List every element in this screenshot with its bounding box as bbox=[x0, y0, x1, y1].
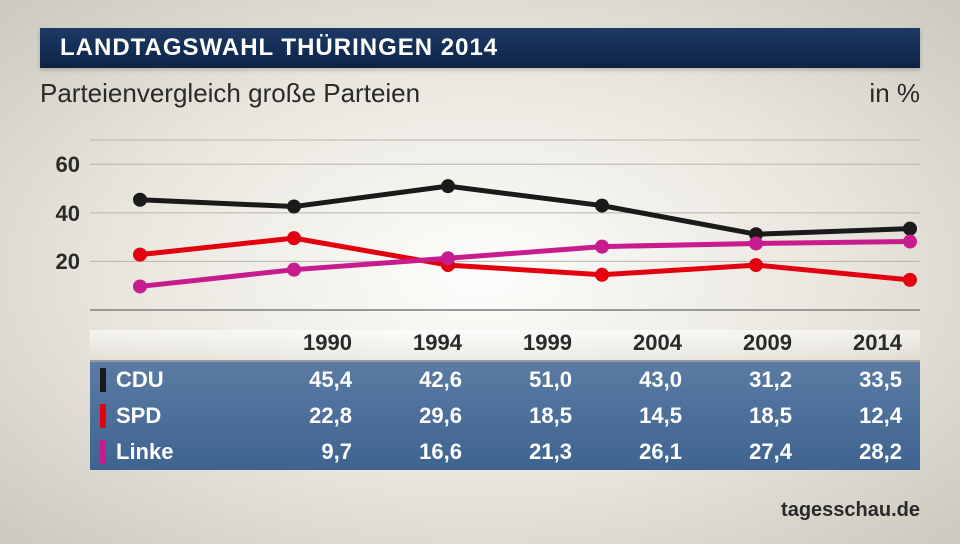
table-row: Linke 9,716,621,326,127,428,2 bbox=[90, 434, 920, 470]
value-cell: 9,7 bbox=[260, 439, 370, 465]
value-cell: 31,2 bbox=[700, 367, 810, 393]
value-cell: 42,6 bbox=[370, 367, 480, 393]
value-cell: 22,8 bbox=[260, 403, 370, 429]
value-cell: 33,5 bbox=[810, 367, 920, 393]
value-cell: 18,5 bbox=[480, 403, 590, 429]
value-cell: 45,4 bbox=[260, 367, 370, 393]
table-row: SPD22,829,618,514,518,512,4 bbox=[90, 398, 920, 434]
y-tick-label: 40 bbox=[40, 201, 80, 227]
unit-label: in % bbox=[869, 78, 920, 109]
value-cell: 12,4 bbox=[810, 403, 920, 429]
table-header-year: 2004 bbox=[590, 330, 700, 356]
value-cell: 26,1 bbox=[590, 439, 700, 465]
party-color-bar bbox=[100, 404, 106, 428]
value-cell: 43,0 bbox=[590, 367, 700, 393]
source-label: tagesschau.de bbox=[781, 499, 920, 522]
table-header-year: 1994 bbox=[370, 330, 480, 356]
title-bar: LANDTAGSWAHL THÜRINGEN 2014 bbox=[40, 28, 920, 68]
value-cell: 51,0 bbox=[480, 367, 590, 393]
table-header-year: 1999 bbox=[480, 330, 590, 356]
party-cell: SPD bbox=[90, 403, 260, 429]
party-color-bar bbox=[100, 368, 106, 392]
party-name: Linke bbox=[116, 439, 173, 465]
value-cell: 29,6 bbox=[370, 403, 480, 429]
subtitle-row: Parteienvergleich große Parteien in % bbox=[40, 78, 920, 109]
value-cell: 14,5 bbox=[590, 403, 700, 429]
subtitle: Parteienvergleich große Parteien bbox=[40, 78, 420, 109]
data-table: 199019941999200420092014 CDU 45,442,651,0… bbox=[90, 330, 920, 470]
table-header-year: 2009 bbox=[700, 330, 810, 356]
value-cell: 27,4 bbox=[700, 439, 810, 465]
y-tick-label: 60 bbox=[40, 152, 80, 178]
party-name: SPD bbox=[116, 403, 161, 429]
value-cell: 18,5 bbox=[700, 403, 810, 429]
value-cell: 21,3 bbox=[480, 439, 590, 465]
value-cell: 28,2 bbox=[810, 439, 920, 465]
y-tick-label: 20 bbox=[40, 249, 80, 275]
table-header-party bbox=[90, 330, 260, 356]
table-header-year: 2014 bbox=[810, 330, 920, 356]
table-header-row: 199019941999200420092014 bbox=[90, 330, 920, 362]
value-cell: 16,6 bbox=[370, 439, 480, 465]
party-cell: Linke bbox=[90, 439, 260, 465]
table-row: CDU 45,442,651,043,031,233,5 bbox=[90, 362, 920, 398]
page-title: LANDTAGSWAHL THÜRINGEN 2014 bbox=[60, 34, 498, 62]
party-cell: CDU bbox=[90, 367, 260, 393]
table-body: CDU45,442,651,043,031,233,5SPD22,829,618… bbox=[90, 362, 920, 470]
table-header-year: 1990 bbox=[260, 330, 370, 356]
line-chart bbox=[90, 130, 920, 320]
party-color-bar bbox=[100, 440, 106, 464]
party-name: CDU bbox=[116, 367, 164, 393]
